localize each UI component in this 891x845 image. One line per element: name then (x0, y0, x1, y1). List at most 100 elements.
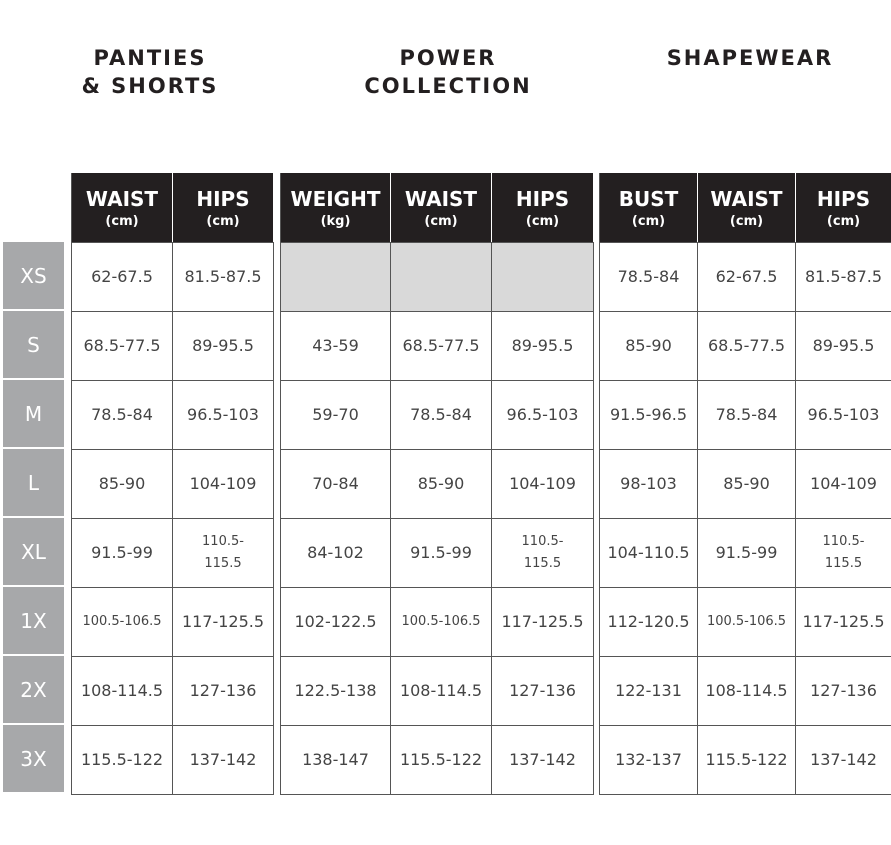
table-cell: 70-84 (281, 449, 391, 518)
table-cell: 115.5-122 (391, 725, 492, 794)
table-cell: 127-136 (492, 656, 594, 725)
column-header-hips: HIPS (cm) (173, 173, 274, 242)
table-cell: 112-120.5 (600, 587, 698, 656)
column-header-label: HIPS (196, 186, 250, 211)
column-header-hips: HIPS (cm) (796, 173, 891, 242)
table-cell: 68.5-77.5 (391, 311, 492, 380)
table-cell: 78.5-84 (698, 380, 796, 449)
table-cell: 104-109 (796, 449, 891, 518)
column-header-unit: (cm) (525, 213, 560, 229)
table-cell: 117-125.5 (796, 587, 891, 656)
table-cell: 115.5-122 (698, 725, 796, 794)
table-cell: 138-147 (281, 725, 391, 794)
table-cell: 91.5-99 (698, 518, 796, 587)
table-cell: 91.5-99 (72, 518, 173, 587)
table-cell: 96.5-103 (796, 380, 891, 449)
table-cell: 100.5-106.5 (72, 587, 173, 656)
table-cell: 137-142 (173, 725, 274, 794)
table-cell: 127-136 (173, 656, 274, 725)
table-cell: 96.5-103 (173, 380, 274, 449)
table-cell: 62-67.5 (72, 242, 173, 311)
column-header-waist: WAIST (cm) (72, 173, 173, 242)
table-cell: 68.5-77.5 (698, 311, 796, 380)
table-cell: 96.5-103 (492, 380, 594, 449)
column-header-unit: (cm) (206, 213, 240, 229)
table-cell: 137-142 (492, 725, 594, 794)
table-cell: 102-122.5 (281, 587, 391, 656)
table-cell: 104-110.5 (600, 518, 698, 587)
size-label-1x: 1X (3, 587, 64, 654)
table-cell: 85-90 (72, 449, 173, 518)
table-cell: 98-103 (600, 449, 698, 518)
title-power-collection: POWER COLLECTION (364, 46, 532, 98)
empty-cell (281, 242, 391, 311)
column-header-waist: WAIST (cm) (391, 173, 492, 242)
column-header-label: HIPS (816, 186, 871, 211)
size-column: XS S M L XL 1X 2X 3X (3, 242, 64, 794)
table-cell: 108-114.5 (698, 656, 796, 725)
table-cell: 78.5-84 (391, 380, 492, 449)
size-label-xl: XL (3, 518, 64, 585)
column-header-hips: HIPS (cm) (492, 173, 594, 242)
table-cell: 91.5-99 (391, 518, 492, 587)
size-label-l: L (3, 449, 64, 516)
table-cell: 100.5-106.5 (391, 587, 492, 656)
table-cell: 85-90 (391, 449, 492, 518)
size-grid: BUST (cm) WAIST (cm) HIPS (cm) 78.5-84 62-67.5 8… (599, 173, 891, 795)
power-collection-table: WEIGHT (kg) WAIST (cm) HIPS (cm) 43-59 68.5-77.… (280, 173, 594, 795)
table-cell: 81.5-87.5 (796, 242, 891, 311)
column-header-unit: (cm) (424, 213, 458, 229)
column-header-unit: (cm) (826, 213, 861, 229)
table-cell: 78.5-84 (600, 242, 698, 311)
column-header-unit: (cm) (729, 213, 764, 229)
table-cell: 89-95.5 (492, 311, 594, 380)
column-header-weight: WEIGHT (kg) (281, 173, 391, 242)
column-header-unit: (cm) (631, 213, 666, 229)
table-cell: 122-131 (600, 656, 698, 725)
size-grid: WAIST (cm) HIPS (cm) 62-67.5 81.5-87.5 68.5-77… (71, 173, 274, 795)
table-cell: 108-114.5 (72, 656, 173, 725)
size-label-xs: XS (3, 242, 64, 309)
column-header-label: BUST (618, 186, 679, 211)
table-cell: 62-67.5 (698, 242, 796, 311)
table-cell: 43-59 (281, 311, 391, 380)
table-cell: 59-70 (281, 380, 391, 449)
table-cell: 85-90 (600, 311, 698, 380)
size-label-s: S (3, 311, 64, 378)
table-cell: 81.5-87.5 (173, 242, 274, 311)
title-shapewear: SHAPEWEAR (666, 46, 834, 70)
table-cell: 137-142 (796, 725, 891, 794)
table-cell: 115.5-122 (72, 725, 173, 794)
table-cell: 91.5-96.5 (600, 380, 698, 449)
shapewear-table: BUST (cm) WAIST (cm) HIPS (cm) 78.5-84 62-67.5 8… (599, 173, 891, 795)
table-cell: 78.5-84 (72, 380, 173, 449)
table-cell: 108-114.5 (391, 656, 492, 725)
size-label-m: M (3, 380, 64, 447)
table-cell: 110.5- 115.5 (796, 518, 891, 587)
table-cell: 127-136 (796, 656, 891, 725)
table-cell: 104-109 (492, 449, 594, 518)
table-cell: 117-125.5 (173, 587, 274, 656)
table-cell: 132-137 (600, 725, 698, 794)
table-cell: 122.5-138 (281, 656, 391, 725)
size-label-2x: 2X (3, 656, 64, 723)
table-cell: 110.5- 115.5 (173, 518, 274, 587)
column-header-label: WAIST (710, 186, 783, 211)
table-cell: 100.5-106.5 (698, 587, 796, 656)
title-panties-shorts: PANTIES & SHORTS (81, 46, 219, 98)
column-header-label: WAIST (404, 186, 478, 211)
column-header-unit: (kg) (320, 213, 351, 229)
empty-cell (492, 242, 594, 311)
panties-shorts-table: WAIST (cm) HIPS (cm) 62-67.5 81.5-87.5 68.5-77… (71, 173, 274, 795)
column-header-label: HIPS (515, 186, 570, 211)
empty-cell (391, 242, 492, 311)
table-cell: 110.5- 115.5 (492, 518, 594, 587)
table-cell: 89-95.5 (173, 311, 274, 380)
column-header-waist: WAIST (cm) (698, 173, 796, 242)
column-header-bust: BUST (cm) (600, 173, 698, 242)
column-header-label: WAIST (85, 186, 159, 211)
column-header-unit: (cm) (105, 213, 139, 229)
table-cell: 104-109 (173, 449, 274, 518)
table-cell: 85-90 (698, 449, 796, 518)
size-label-3x: 3X (3, 725, 64, 792)
